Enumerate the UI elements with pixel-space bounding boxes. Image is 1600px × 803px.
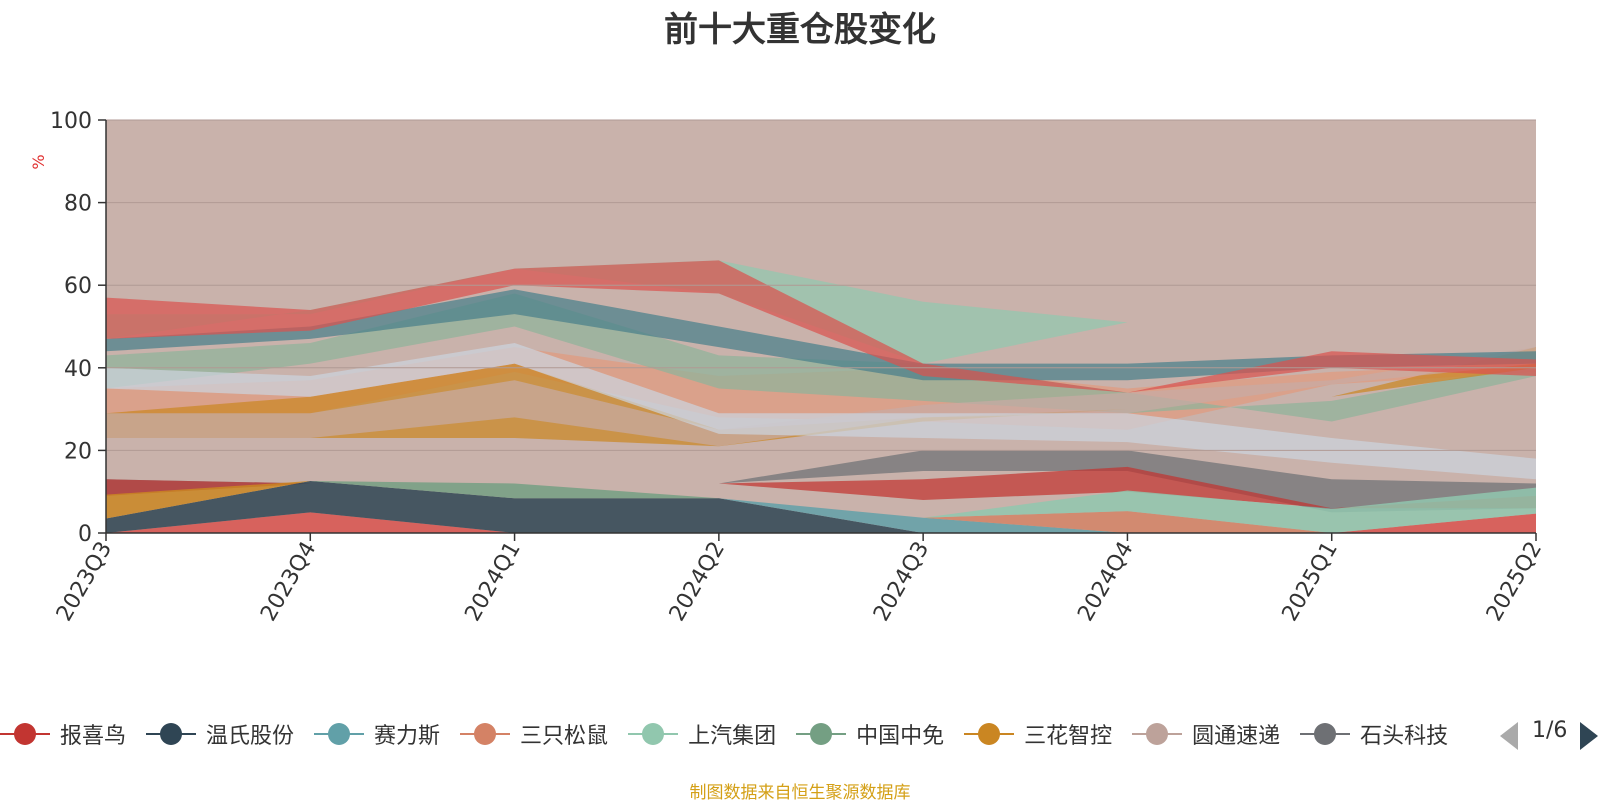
legend-item[interactable]: 上汽集团: [628, 716, 776, 752]
y-tick-label: 60: [64, 274, 92, 299]
legend-label: 赛力斯: [374, 724, 441, 749]
area-band: [106, 347, 1536, 447]
legend-marker-icon: [460, 722, 511, 746]
x-tick-label: 2024Q4: [1073, 538, 1138, 626]
legend-item[interactable]: 报喜鸟: [0, 716, 126, 752]
area-band: [106, 450, 1536, 513]
series-area-6: [106, 480, 1536, 519]
area-band: [106, 466, 1536, 509]
legend-label: 报喜鸟: [60, 724, 127, 749]
y-tick-label: 20: [64, 439, 92, 464]
series-area-4: [106, 480, 1536, 533]
y-axis-label: %: [29, 154, 48, 169]
legend-label: 三花智控: [1024, 724, 1113, 749]
legend-label: 温氏股份: [206, 724, 295, 749]
legend-prev-page-button[interactable]: [1500, 722, 1518, 750]
area-band: [106, 293, 1536, 422]
source-note: 制图数据来自恒生聚源数据库: [689, 783, 911, 803]
legend-label: 中国中免: [856, 724, 945, 749]
x-tick-label: 2023Q4: [256, 538, 321, 626]
x-tick-label: 2024Q1: [460, 538, 525, 626]
x-tick-labels: 2023Q3 2023Q4 2024Q1 2024Q2 2024Q3 2024Q4 2025…: [52, 538, 1547, 626]
legend-item[interactable]: 三花智控: [964, 716, 1112, 752]
series-area-5: [106, 480, 1536, 533]
x-tick-label: 2024Q2: [665, 538, 730, 626]
area-band: [106, 289, 1536, 381]
legend-item[interactable]: 三只松鼠: [460, 716, 608, 752]
y-tick-label: 80: [64, 192, 92, 217]
legend-label: 圆通速递: [1192, 724, 1281, 749]
legend-marker-icon: [1300, 722, 1351, 746]
legend-marker-icon: [0, 722, 50, 746]
x-tick-label: 2025Q2: [1482, 538, 1547, 626]
area-band: [106, 343, 1536, 480]
legend-label: 石头科技: [1360, 724, 1449, 749]
series-area-2: [106, 480, 1536, 533]
legend-item[interactable]: 圆通速递: [1132, 716, 1280, 752]
legend-marker-icon: [964, 722, 1015, 746]
chart-title: 前十大重仓股变化: [664, 10, 936, 50]
x-tick-label: 2023Q3: [52, 538, 117, 626]
legend-next-page-button[interactable]: [1580, 722, 1598, 750]
legend-item[interactable]: 石头科技: [1300, 716, 1448, 752]
area-band: [106, 260, 1536, 393]
legend-label: 上汽集团: [688, 724, 777, 749]
legend-marker-icon: [146, 722, 197, 746]
legend-marker-icon: [628, 722, 679, 746]
legend-marker-icon: [314, 722, 365, 746]
legend-marker-icon: [1132, 722, 1183, 746]
legend: 报喜鸟 温氏股份 赛力斯 三只松鼠 上汽集团 中国中免 三花智控 圆通速递 石头科技: [0, 716, 1480, 752]
axes: [98, 119, 1537, 541]
legend-pager: 1/6: [1500, 716, 1600, 752]
y-tick-label: 100: [50, 109, 92, 134]
legend-label: 三只松鼠: [520, 724, 609, 749]
legend-item[interactable]: 温氏股份: [146, 716, 294, 752]
legend-item[interactable]: 赛力斯: [314, 716, 440, 752]
y-tick-label: 40: [64, 357, 92, 382]
x-tick-label: 2024Q3: [869, 538, 934, 626]
x-tick-label: 2025Q1: [1278, 538, 1343, 626]
grid-lines: [106, 119, 1536, 451]
legend-item[interactable]: 中国中免: [796, 716, 944, 752]
series-area-1: [106, 512, 1536, 533]
y-tick-label: 0: [78, 522, 92, 547]
legend-page-indicator: 1/6: [1532, 718, 1568, 743]
y-tick-labels: 0 20 40 60 80 100: [50, 109, 92, 547]
legend-marker-icon: [796, 722, 847, 746]
